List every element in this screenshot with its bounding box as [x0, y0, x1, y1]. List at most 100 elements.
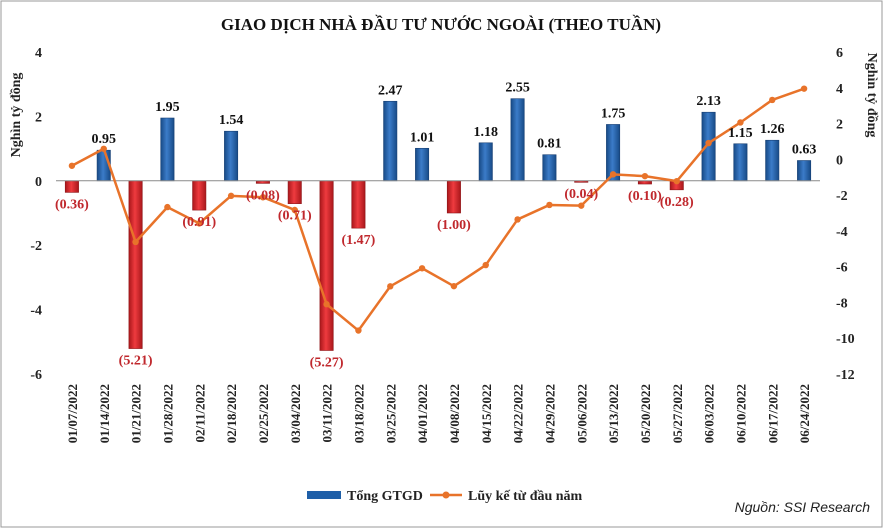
- x-tick-label: 03/04/2022: [288, 384, 303, 443]
- line-point: [482, 261, 489, 269]
- x-tick-label: 02/25/2022: [256, 384, 271, 443]
- x-tick-label: 05/13/2022: [606, 384, 621, 443]
- y-tick-right: 4: [836, 82, 843, 97]
- y-axis-label-right: Nghìn tỷ đồng: [864, 53, 879, 138]
- line-point: [705, 139, 712, 147]
- x-tick-label: 04/29/2022: [542, 384, 557, 443]
- data-label: (0.36): [55, 197, 89, 212]
- data-label: 0.95: [92, 132, 117, 147]
- line-point: [355, 327, 362, 334]
- line-point: [578, 202, 585, 209]
- data-label: (5.27): [310, 355, 344, 370]
- y-tick-right: -8: [836, 296, 848, 311]
- x-tick-label: 06/03/2022: [702, 384, 717, 443]
- x-tick-label: 06/17/2022: [765, 384, 780, 443]
- bar: [128, 180, 143, 349]
- line-point: [291, 206, 298, 214]
- line-point: [132, 238, 139, 246]
- line-point: [673, 177, 680, 185]
- line-point: [609, 171, 617, 178]
- y-tick-right: -6: [836, 261, 848, 276]
- data-label: (0.28): [660, 195, 694, 210]
- data-label: 2.55: [505, 81, 530, 96]
- y-axis-label-left: Nghìn tỷ đồng: [9, 73, 24, 158]
- data-label: (0.71): [278, 209, 312, 224]
- line-point: [800, 85, 808, 92]
- y-tick-right: 0: [836, 153, 843, 168]
- x-tick-label: 03/25/2022: [383, 384, 398, 443]
- line-point: [641, 172, 649, 180]
- x-tick-label: 04/15/2022: [479, 384, 494, 443]
- data-label: 1.18: [474, 125, 499, 140]
- data-label: 0.81: [537, 137, 562, 152]
- data-label: (0.91): [182, 215, 216, 230]
- y-tick-right: -2: [836, 189, 848, 204]
- data-label: (1.00): [437, 218, 471, 233]
- data-label: (1.47): [342, 233, 376, 248]
- data-label: 1.01: [410, 130, 435, 145]
- x-tick-label: 02/18/2022: [224, 384, 239, 443]
- x-tick-label: 01/28/2022: [160, 384, 175, 443]
- data-label: (0.04): [564, 187, 598, 202]
- legend: Tổng GTGD Lũy kế từ đầu năm: [307, 489, 583, 504]
- line-point: [737, 119, 744, 126]
- bar: [319, 180, 334, 351]
- y-tick-left: -4: [30, 304, 42, 319]
- chart-title: GIAO DỊCH NHÀ ĐẦU TƯ NƯỚC NGOÀI (THEO TU…: [221, 15, 661, 34]
- line-point: [323, 301, 330, 308]
- x-tick-label: 04/01/2022: [415, 384, 430, 443]
- bar: [64, 180, 79, 193]
- x-tick-label: 05/06/2022: [574, 384, 589, 443]
- bar: [351, 180, 366, 229]
- bar: [542, 154, 557, 182]
- line-point: [450, 282, 458, 290]
- bar: [446, 180, 461, 214]
- x-tick-label: 03/11/2022: [320, 384, 335, 443]
- line-point: [546, 201, 553, 209]
- data-label: 1.54: [219, 113, 244, 128]
- line-point: [514, 216, 521, 223]
- y-tick-right: 6: [836, 46, 843, 61]
- x-tick-label: 04/22/2022: [511, 384, 526, 443]
- y-tick-right: -12: [836, 368, 855, 383]
- data-label: 1.26: [760, 122, 785, 137]
- x-tick-label: 01/21/2022: [129, 384, 144, 443]
- line-point: [68, 162, 76, 169]
- bar: [701, 111, 716, 182]
- legend-swatch-bars: [307, 491, 341, 499]
- source-note: Nguồn: SSI Research: [735, 499, 871, 515]
- legend-label-bars: Tổng GTGD: [347, 489, 423, 504]
- bar: [287, 180, 302, 204]
- y-tick-left: 2: [35, 110, 42, 125]
- line-point: [227, 192, 235, 200]
- x-tick-label: 01/07/2022: [65, 384, 80, 443]
- y-tick-left: 0: [35, 175, 42, 190]
- legend-marker-line: [442, 491, 450, 499]
- plot-area: 4 2 0 -2 -4 -6 6 4 2 0 -2 -4 -6 -8 -10 -12 (0.36) 0.95 (5.…: [30, 46, 854, 443]
- bar: [797, 160, 812, 182]
- line-point: [418, 265, 426, 272]
- x-tick-label: 04/08/2022: [447, 384, 462, 443]
- bar: [192, 180, 207, 211]
- data-label: 1.15: [728, 126, 753, 141]
- x-tick-label: 02/11/2022: [192, 384, 207, 443]
- line-point: [769, 96, 776, 104]
- y-tick-left: -2: [30, 239, 42, 254]
- data-label: 2.47: [378, 83, 403, 98]
- data-label: (0.08): [246, 188, 280, 203]
- bar: [478, 142, 493, 182]
- y-tick-left: -6: [30, 368, 42, 383]
- legend-label-line: Lũy kế từ đầu năm: [468, 489, 583, 504]
- x-tick-label: 06/24/2022: [797, 384, 812, 443]
- series-line-cumulative: [71, 87, 805, 332]
- data-label: 2.13: [696, 94, 721, 109]
- line-point: [259, 194, 267, 201]
- data-label: (5.21): [119, 354, 153, 369]
- bar: [415, 147, 430, 182]
- data-label: (0.10): [628, 189, 662, 204]
- y-tick-right: 2: [836, 118, 843, 133]
- data-label: 0.63: [792, 143, 817, 158]
- x-tick-label: 03/18/2022: [351, 384, 366, 443]
- x-tick-label: 05/20/2022: [638, 384, 653, 443]
